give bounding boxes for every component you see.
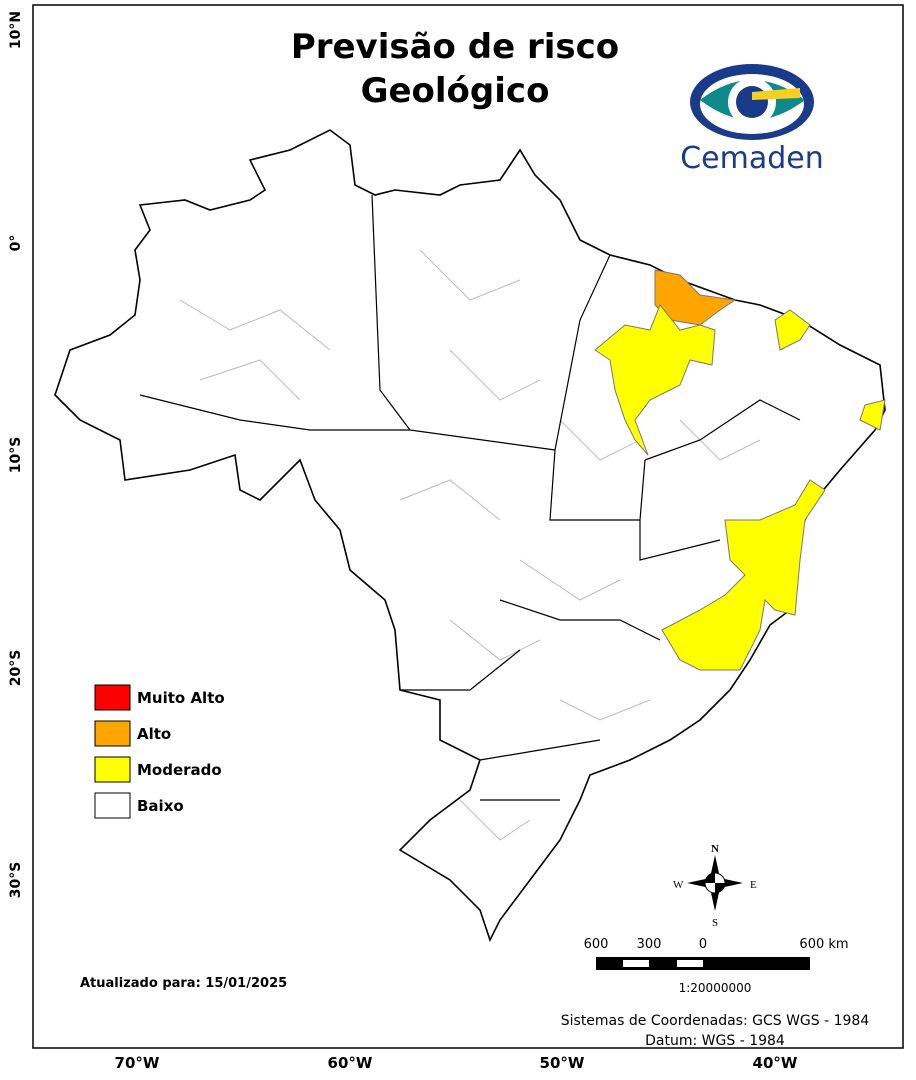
latitude-label: 0° [8,235,24,252]
crs-text: Sistemas de Coordenadas: GCS WGS - 1984 [561,1013,870,1029]
legend-label: Moderado [137,761,222,779]
risk-region [774,309,811,351]
compass-label: E [750,879,757,891]
logo-text: Cemaden [680,141,824,176]
compass-label: W [673,879,684,891]
compass-label: N [711,843,719,855]
crs-text: Datum: WGS - 1984 [645,1033,785,1049]
longitude-label: 50°W [540,1054,585,1072]
legend-swatch [94,720,131,747]
scale-label: 300 [637,937,662,952]
scale-label: 600 km [799,937,848,952]
longitude-label: 60°W [328,1054,373,1072]
state-borders [139,194,801,801]
risk-region [654,269,737,326]
risk-regions [594,269,886,671]
legend-label: Muito Alto [137,689,225,707]
municipal-borders [179,249,761,841]
legend-swatch [94,792,131,819]
latitude-label: 10°S [8,437,24,474]
scale-ratio: 1:20000000 [679,981,752,995]
longitude-label: 70°W [115,1054,160,1072]
title-line: Geológico [361,71,550,111]
risk-region [661,479,826,671]
scale-label: 600 [584,937,609,952]
risk-region [859,399,886,431]
update-date: Atualizado para: 15/01/2025 [80,976,287,991]
compass: N S E W [673,843,757,929]
title-line: Previsão de risco [291,27,619,67]
legend-label: Alto [137,725,171,743]
legend-swatch [94,684,131,711]
scale-label: 0 [699,937,707,952]
latitude-label: 30°S [8,862,24,899]
logo: Cemaden [680,64,824,176]
longitude-label: 40°W [753,1054,798,1072]
latitude-label: 10°N [8,11,24,49]
risk-region [594,304,716,456]
compass-label: S [712,917,718,929]
scale-bar: 600 300 0 600 km 1:20000000 [584,937,849,995]
legend-swatch [94,756,131,783]
legend-label: Baixo [137,797,184,815]
latitude-label: 20°S [8,650,24,687]
